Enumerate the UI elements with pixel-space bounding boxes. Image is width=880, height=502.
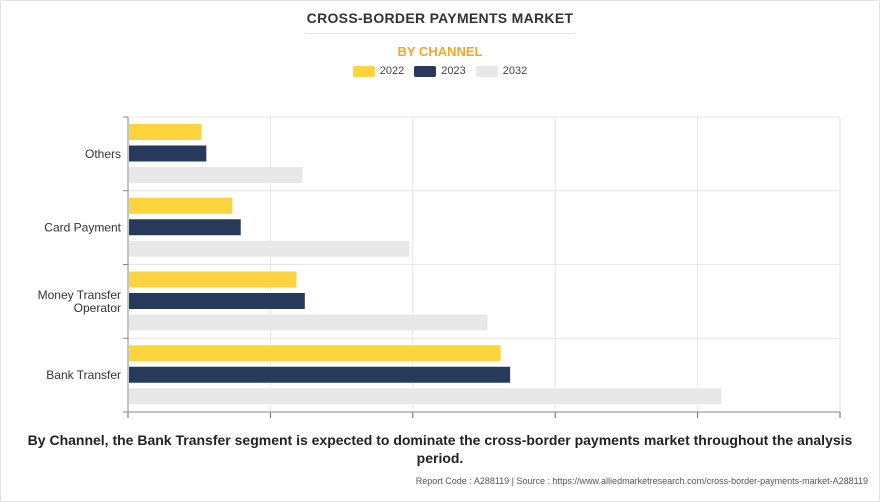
chart-title: CROSS-BORDER PAYMENTS MARKET xyxy=(306,10,574,26)
bar xyxy=(129,314,488,331)
chart-subtitle: BY CHANNEL xyxy=(397,44,483,59)
bar xyxy=(129,145,207,162)
bar xyxy=(129,345,501,362)
legend-swatch-2032 xyxy=(475,65,498,77)
bar xyxy=(129,388,722,405)
legend-swatch-2022 xyxy=(352,65,375,77)
bar xyxy=(129,219,241,236)
y-tick-label: Bank Transfer xyxy=(46,368,121,382)
bar xyxy=(129,293,305,309)
bar xyxy=(129,366,511,383)
bar xyxy=(129,167,303,183)
bar xyxy=(129,271,297,288)
bar xyxy=(129,124,202,140)
legend-item-2022[interactable]: 2022 xyxy=(352,65,405,77)
bar xyxy=(129,197,233,214)
y-tick-label: Card Payment xyxy=(44,221,121,235)
legend-label-2032: 2032 xyxy=(502,65,528,77)
legend-item-2032[interactable]: 2032 xyxy=(475,65,528,77)
chart-caption: By Channel, the Bank Transfer segment is… xyxy=(27,432,853,466)
legend-label-2023: 2023 xyxy=(441,65,466,77)
legend: 2022 2023 2032 xyxy=(0,65,880,77)
report-source-footer: Report Code : A288119 | Source : https:/… xyxy=(415,476,868,486)
title-divider xyxy=(305,33,575,34)
y-tick-label: Others xyxy=(85,147,121,161)
legend-item-2023[interactable]: 2023 xyxy=(414,65,466,77)
y-tick-label: Money Transfer Operator xyxy=(38,288,121,315)
legend-label-2022: 2022 xyxy=(379,65,405,77)
bar xyxy=(129,240,410,257)
legend-swatch-2023 xyxy=(414,65,437,77)
